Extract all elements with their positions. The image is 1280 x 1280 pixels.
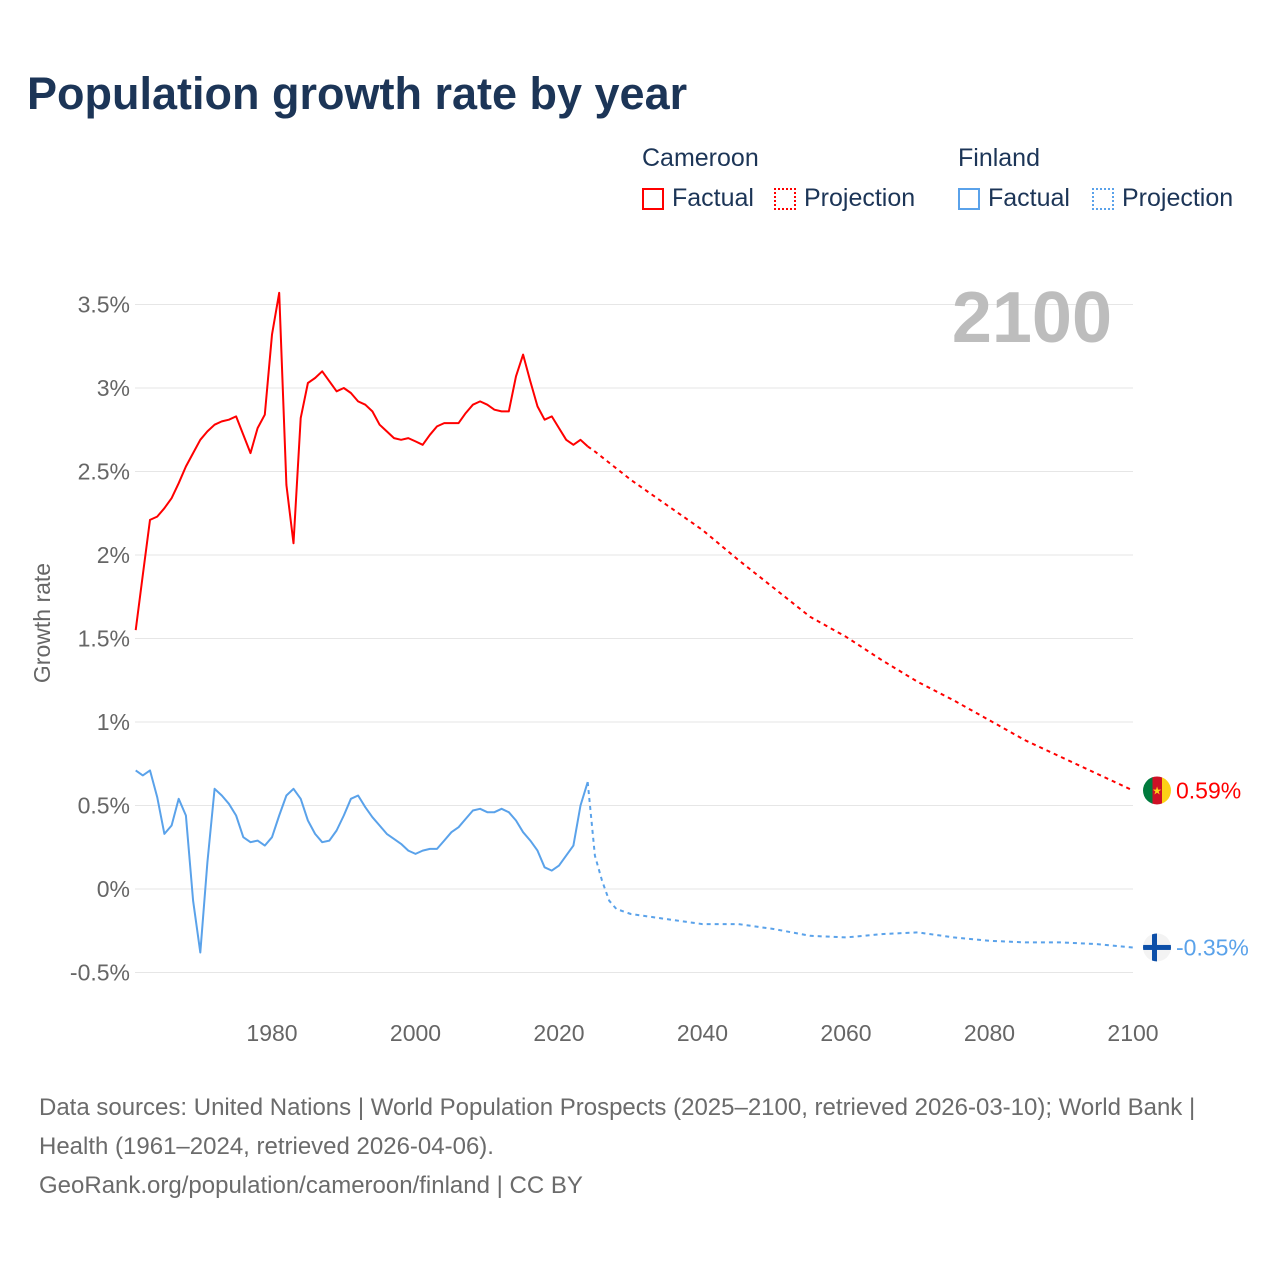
x-tick-label: 2060 <box>820 1020 871 1046</box>
cameroon-flag-icon: ★ <box>1143 776 1171 805</box>
finland-flag-icon <box>1143 933 1171 962</box>
flag-stripe <box>1162 776 1171 805</box>
legend-finland-factual[interactable]: Factual <box>958 184 1070 213</box>
data-sources: Data sources: United Nations | World Pop… <box>39 1094 1196 1160</box>
x-tick-label: 1980 <box>246 1020 297 1046</box>
y-tick-label: 2% <box>97 542 130 568</box>
y-tick-label: 1.5% <box>78 626 130 652</box>
legend-label: Factual <box>988 184 1070 212</box>
solid-swatch-icon <box>642 187 664 210</box>
solid-swatch-icon <box>958 187 980 210</box>
legend-label: Projection <box>1122 184 1234 212</box>
legend-finland-projection[interactable]: Projection <box>1092 184 1233 213</box>
y-tick-label: 2.5% <box>78 459 130 485</box>
flag-body: ★ <box>1143 776 1171 805</box>
y-tick-label: 0% <box>97 876 130 902</box>
finland-factual-line <box>135 769 589 954</box>
end-value-label: -0.35% <box>1176 934 1249 960</box>
legend-label: Factual <box>672 184 754 212</box>
legend-cameroon-factual[interactable]: Factual <box>642 184 754 213</box>
footer: Data sources: United Nations | World Pop… <box>39 1088 1239 1205</box>
dotted-swatch-icon <box>1092 187 1114 210</box>
y-tick-label: 3% <box>97 375 130 401</box>
cameroon-factual-line <box>134 291 589 631</box>
y-tick-label: 1% <box>97 709 130 735</box>
chart-title: Population growth rate by year <box>27 68 688 119</box>
flag-stripe <box>1152 776 1162 805</box>
flag-body <box>1143 933 1171 962</box>
x-tick-label: 2040 <box>677 1020 728 1046</box>
y-tick-label: 0.5% <box>78 793 130 819</box>
x-tick-label: 2020 <box>533 1020 584 1046</box>
dotted-swatch-icon <box>774 187 796 210</box>
x-tick-label: 2100 <box>1107 1020 1158 1046</box>
legend-group-title: Finland <box>958 144 1040 172</box>
end-value-label: 0.59% <box>1176 777 1241 803</box>
legend-label: Projection <box>804 184 916 212</box>
legend-finland: Finland Factual Projection <box>958 144 1233 212</box>
legend-cameroon: Cameroon Factual Projection <box>642 144 915 212</box>
legend-group-title: Cameroon <box>642 144 759 172</box>
year-watermark: 2100 <box>952 278 1112 358</box>
flag-cross <box>1152 933 1157 962</box>
flag-stripe <box>1143 776 1153 805</box>
star-icon: ★ <box>1152 785 1162 797</box>
cameroon-projection-line <box>587 445 1134 792</box>
source-link[interactable]: GeoRank.org/population/cameroon/finland … <box>39 1172 583 1199</box>
legend-cameroon-projection[interactable]: Projection <box>774 184 915 213</box>
x-tick-label: 2000 <box>390 1020 441 1046</box>
y-tick-label: -0.5% <box>70 960 130 986</box>
y-tick-label: 3.5% <box>78 292 130 318</box>
y-axis-label: Growth rate <box>29 563 55 683</box>
finland-projection-line <box>586 782 1134 949</box>
x-tick-label: 2080 <box>964 1020 1015 1046</box>
